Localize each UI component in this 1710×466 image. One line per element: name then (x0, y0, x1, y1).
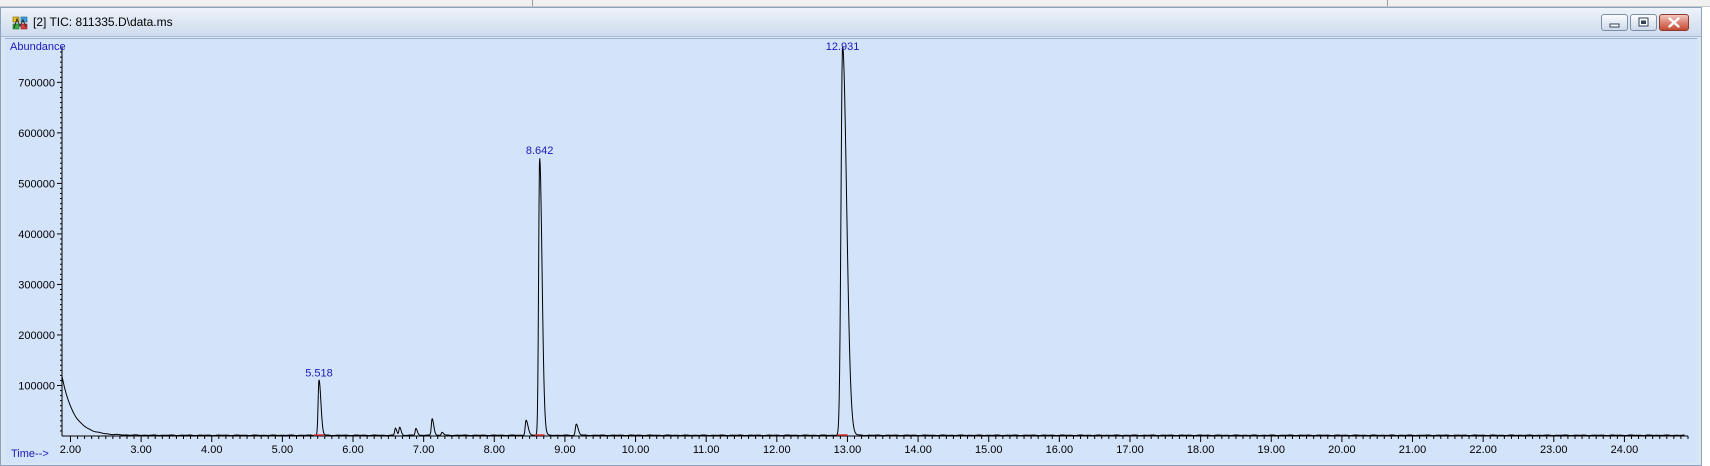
x-tick-label: 6.00 (342, 444, 363, 456)
x-tick-label: 20.00 (1328, 444, 1356, 456)
close-icon (1668, 17, 1680, 28)
chromatogram-window: [2] TIC: 811335.D\data.ms (0, 7, 1702, 466)
y-tick-label: 200000 (18, 330, 55, 342)
x-tick-label: 15.00 (975, 444, 1003, 456)
x-tick-label: 7.00 (413, 444, 434, 456)
x-tick-label: 24.00 (1611, 444, 1639, 456)
x-tick-label: 8.00 (484, 444, 505, 456)
x-tick-label: 4.00 (201, 444, 222, 456)
minimize-button[interactable] (1601, 14, 1628, 31)
x-tick-label: 17.00 (1116, 444, 1144, 456)
x-axis: 2.00 3.00 4.00 5.00 6.00 7.00 8.00 9.00 10.00 11.… (60, 436, 1689, 456)
y-axis: 100000 200000 300000 400000 500000 600000 7000… (18, 51, 62, 432)
maximize-button[interactable] (1630, 14, 1657, 31)
chart-area: 100000 200000 300000 400000 500000 600000 7000… (5, 38, 1697, 463)
x-tick-label: 3.00 (130, 444, 151, 456)
x-tick-label: 10.00 (622, 444, 650, 456)
x-tick-label: 2.00 (60, 444, 81, 456)
maximize-icon (1638, 17, 1649, 27)
y-tick-label: 500000 (18, 178, 55, 190)
close-button[interactable] (1659, 14, 1689, 31)
x-tick-label: 14.00 (904, 444, 932, 456)
window-controls (1599, 14, 1689, 32)
x-tick-label: 11.00 (693, 444, 720, 456)
y-tick-label: 100000 (18, 380, 55, 392)
x-tick-label: 23.00 (1540, 444, 1568, 456)
frame-divider (1387, 0, 1388, 6)
x-tick-label: 12.00 (763, 444, 791, 456)
frame-divider (532, 0, 533, 6)
peak-label: 12.931 (826, 41, 860, 53)
peak-label: 8.642 (526, 145, 554, 157)
y-axis-label: Abundance (10, 41, 66, 53)
x-tick-label: 13.00 (834, 444, 862, 456)
y-tick-label: 400000 (18, 229, 55, 241)
y-tick-label: 300000 (18, 279, 55, 291)
x-tick-label: 18.00 (1187, 444, 1215, 456)
x-tick-label: 5.00 (272, 444, 293, 456)
x-axis-label: Time--> (11, 448, 49, 460)
peak-labels: 5.518 8.642 12.931 (305, 41, 859, 379)
x-tick-label: 22.00 (1469, 444, 1497, 456)
minimize-icon (1609, 23, 1620, 28)
chromatogram-app-icon (12, 16, 28, 30)
tic-trace-line (61, 46, 1685, 437)
parent-frame-edge (0, 0, 1710, 7)
chromatogram-chart: 100000 200000 300000 400000 500000 600000 7000… (10, 41, 1689, 460)
window-title: [2] TIC: 811335.D\data.ms (33, 15, 173, 29)
window-titlebar[interactable]: [2] TIC: 811335.D\data.ms (1, 8, 1701, 37)
y-tick-label: 600000 (18, 128, 55, 140)
x-tick-label: 16.00 (1046, 444, 1074, 456)
x-tick-label: 9.00 (554, 444, 575, 456)
y-tick-label: 700000 (18, 77, 55, 89)
peak-label: 5.518 (305, 367, 333, 379)
x-tick-label: 21.00 (1399, 444, 1427, 456)
x-tick-label: 19.00 (1257, 444, 1285, 456)
